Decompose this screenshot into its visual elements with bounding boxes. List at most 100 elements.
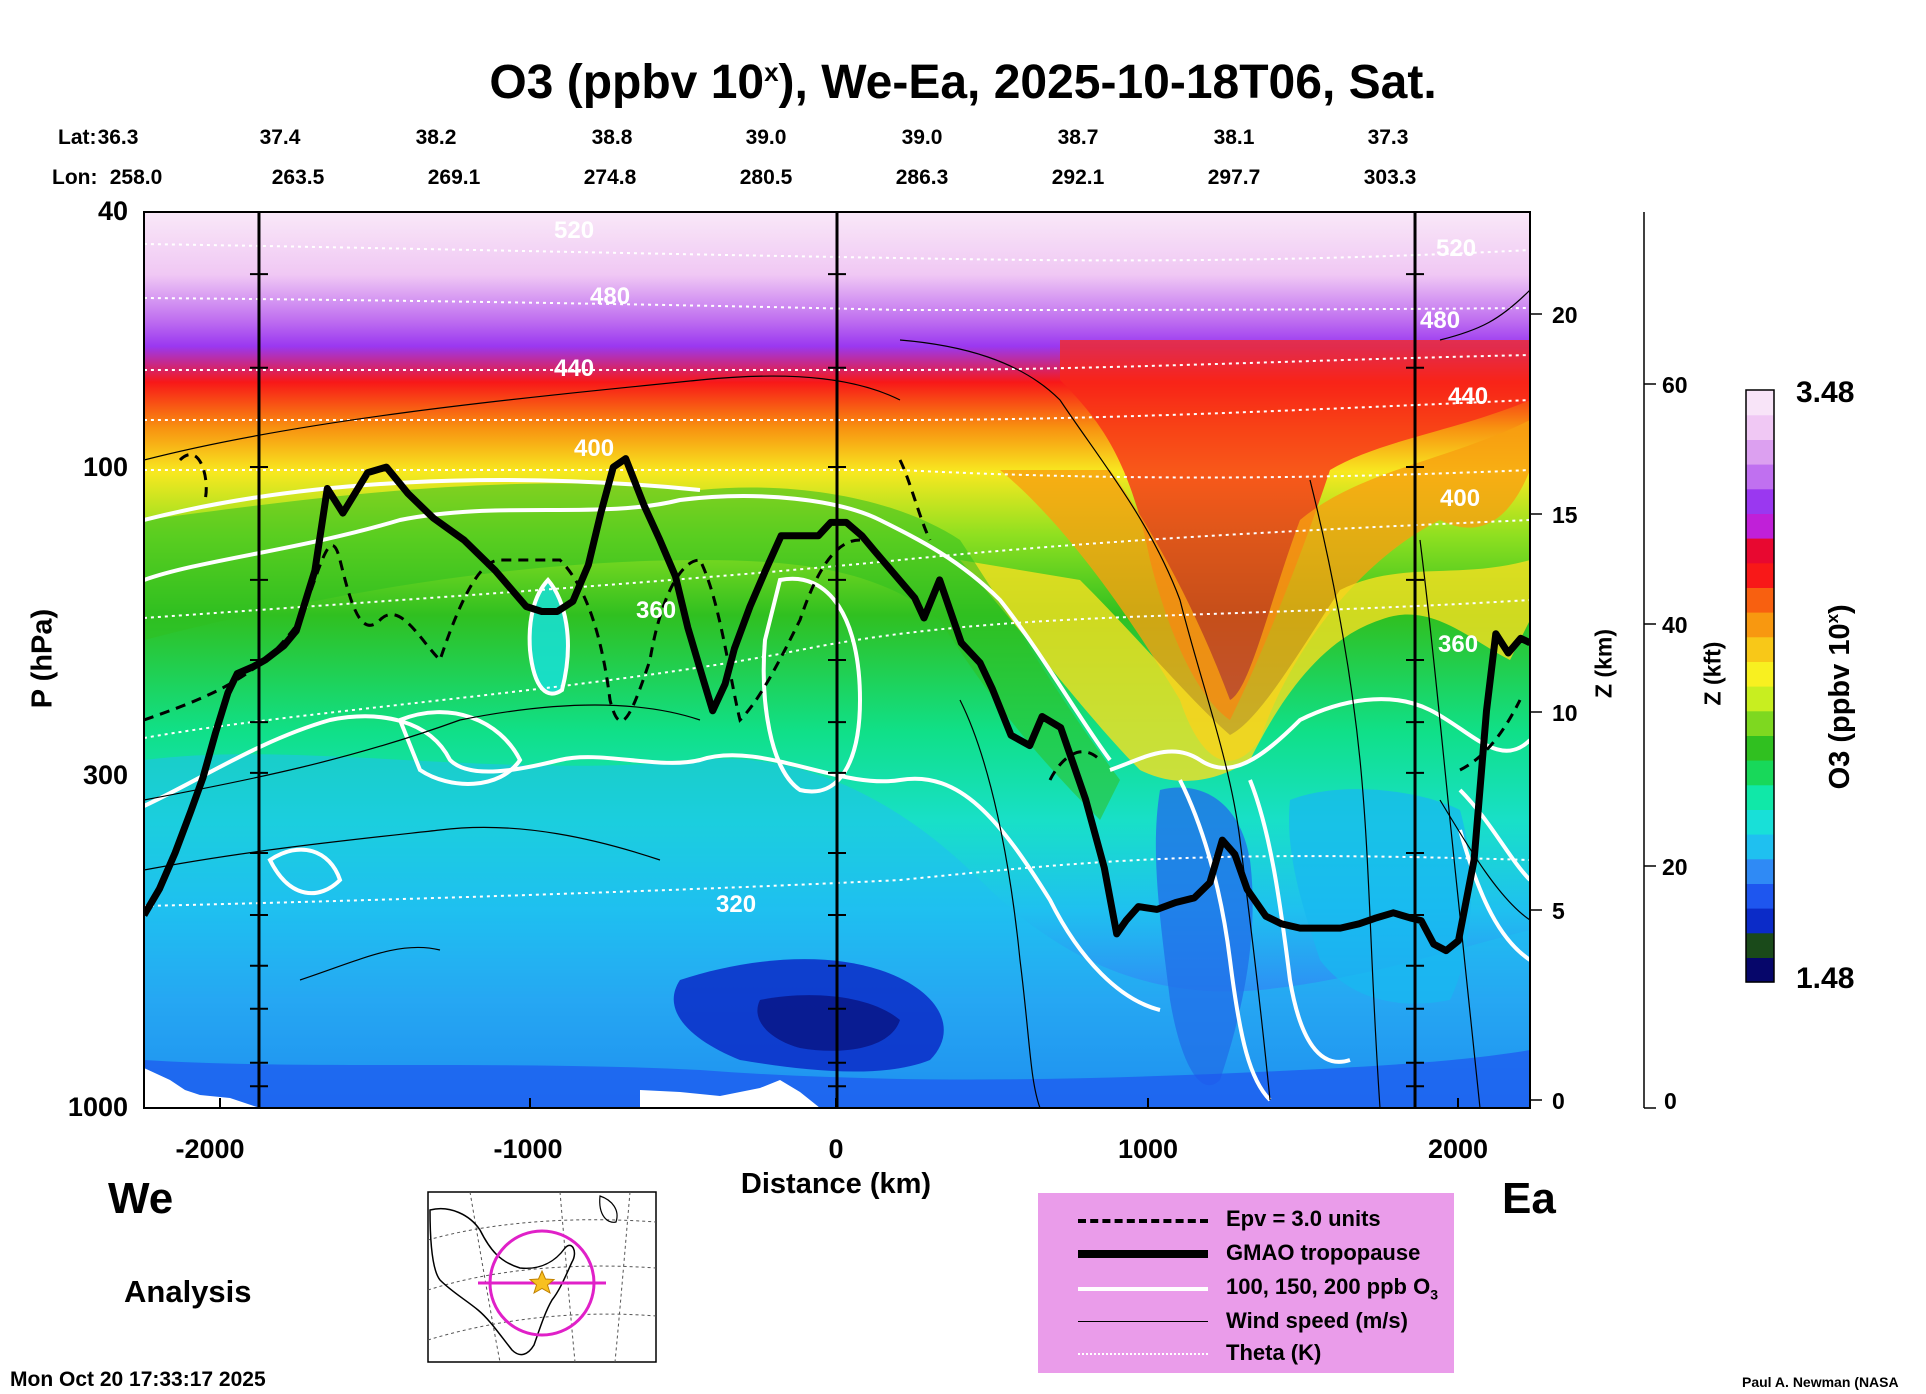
ozone-low-patch: [1289, 789, 1471, 1004]
legend-item-epv: Epv = 3.0 units: [1038, 1203, 1454, 1236]
wind-contour: [1419, 539, 1481, 1108]
theta-label: 400: [574, 435, 614, 462]
timestamp: Mon Oct 20 17:33:17 2025: [10, 1368, 266, 1391]
legend-item-theta: Theta (K): [1038, 1337, 1454, 1370]
colorbar-min-label: 1.48: [1796, 962, 1855, 995]
theta-line: [144, 243, 1530, 262]
x-tick-label: 1000: [1117, 1134, 1179, 1164]
lon-value: 292.1: [1051, 166, 1105, 189]
colorbar-swatch: [1746, 834, 1774, 860]
ozone-minimum-patch: [757, 995, 900, 1051]
inset-map-graticule: [427, 1191, 657, 1363]
graticule-line: [427, 1219, 657, 1241]
east-label: Ea: [1502, 1174, 1556, 1223]
ozone-contour: [144, 478, 701, 522]
legend-label: Theta (K): [1226, 1340, 1322, 1365]
island-outline: [599, 1195, 618, 1223]
legend-swatch-thin: [1078, 1321, 1208, 1322]
theta-label: 480: [590, 283, 630, 310]
x-tick-label: -1000: [493, 1134, 563, 1164]
terrain-mask: [144, 1068, 260, 1108]
theta-label: 360: [1438, 631, 1478, 658]
ozone-contour: [267, 847, 343, 895]
lat-value: 39.0: [901, 126, 943, 149]
lat-value: 36.3: [97, 126, 139, 149]
epv-contour: [178, 453, 208, 501]
z-kft-tick-label: 60: [1662, 372, 1688, 398]
colorbar-swatch: [1746, 932, 1774, 958]
colorbar-swatch: [1746, 908, 1774, 934]
epv-contours: [144, 453, 1522, 781]
ozone-contour: [1178, 779, 1272, 1102]
wind-contour: [144, 704, 701, 801]
z-kft-axis: [1643, 212, 1656, 1109]
x-axis-title: Distance (km): [740, 1168, 932, 1200]
continent-outline: [429, 1208, 576, 1356]
lon-value: 297.7: [1207, 166, 1261, 189]
z-kft-tick-label: 40: [1662, 612, 1688, 638]
terrain-mask: [640, 1080, 820, 1108]
lon-row-label: Lon:: [52, 166, 98, 189]
inset-map: [427, 1191, 657, 1363]
colorbar-swatch: [1746, 439, 1774, 465]
colorbar-swatch: [1746, 612, 1774, 638]
legend: Epv = 3.0 units GMAO tropopause 100, 150…: [1038, 1193, 1454, 1373]
lat-value: 38.2: [415, 126, 457, 149]
graticule-line: [614, 1191, 631, 1363]
ozone-mid-patch: [960, 560, 1530, 781]
pressure-tick-label: 1000: [67, 1092, 128, 1122]
colorbar-swatch: [1746, 513, 1774, 539]
colorbar-swatch: [1746, 809, 1774, 835]
wind-contour: [299, 946, 441, 981]
theta-label: 440: [554, 355, 594, 382]
theta-label: 320: [716, 891, 756, 918]
theta-label: 360: [636, 597, 676, 624]
wind-contour: [1309, 479, 1381, 1108]
lon-value: 269.1: [427, 166, 481, 189]
pressure-tick-label: 100: [82, 452, 128, 482]
lat-value: 37.3: [1367, 126, 1409, 149]
graticule-line: [427, 1313, 657, 1341]
x-tick-label: 0: [828, 1134, 844, 1164]
legend-swatch-thick: [1078, 1250, 1208, 1258]
z-km-tick-label: 10: [1552, 700, 1578, 726]
ozone-field-patches: [144, 340, 1530, 1108]
legend-swatch-dotted: [1078, 1353, 1208, 1355]
legend-label: Epv = 3.0 units: [1226, 1206, 1381, 1231]
colorbar-swatch: [1746, 858, 1774, 884]
ozone-contour: [144, 494, 1112, 762]
ozone-contour: [1458, 829, 1530, 962]
theta-label: 440: [1448, 383, 1488, 410]
tropopause-line: [144, 455, 1530, 955]
ozone-green-patch: [144, 483, 1120, 820]
legend-item-ozone-contours: 100, 150, 200 ppb O3: [1038, 1271, 1454, 1304]
legend-label: Wind speed (m/s): [1226, 1308, 1408, 1333]
ozone-contour: [1109, 697, 1530, 772]
z-kft-tick-label: 0: [1664, 1088, 1677, 1114]
epv-contour: [1048, 750, 1102, 781]
legend-label: 100, 150, 200 ppb O3: [1226, 1274, 1439, 1303]
wind-contour: [144, 826, 661, 871]
lon-value: 263.5: [271, 166, 325, 189]
theta-label: 480: [1420, 307, 1460, 334]
colorbar-swatch: [1746, 562, 1774, 588]
legend-label: GMAO tropopause: [1226, 1240, 1421, 1265]
theta-line: [144, 399, 1530, 422]
theta-line: [144, 519, 1530, 619]
z-km-tick-label: 20: [1552, 302, 1578, 328]
lat-value: 38.7: [1057, 126, 1099, 149]
ozone-contour: [1248, 779, 1351, 1064]
epv-contour: [1459, 699, 1522, 772]
x-tick-label: -2000: [175, 1134, 245, 1164]
colorbar-swatch: [1746, 587, 1774, 613]
legend-item-tropopause: GMAO tropopause: [1038, 1237, 1454, 1270]
lat-value: 39.0: [745, 126, 787, 149]
z-kft-tick-label: 20: [1662, 854, 1688, 880]
graticule-line: [559, 1191, 576, 1363]
epv-contour: [144, 538, 861, 723]
z-km-tick-label: 5: [1552, 898, 1565, 924]
lon-value: 274.8: [583, 166, 637, 189]
colorbar-max-label: 3.48: [1796, 376, 1855, 409]
ozone-contour: [397, 710, 523, 786]
